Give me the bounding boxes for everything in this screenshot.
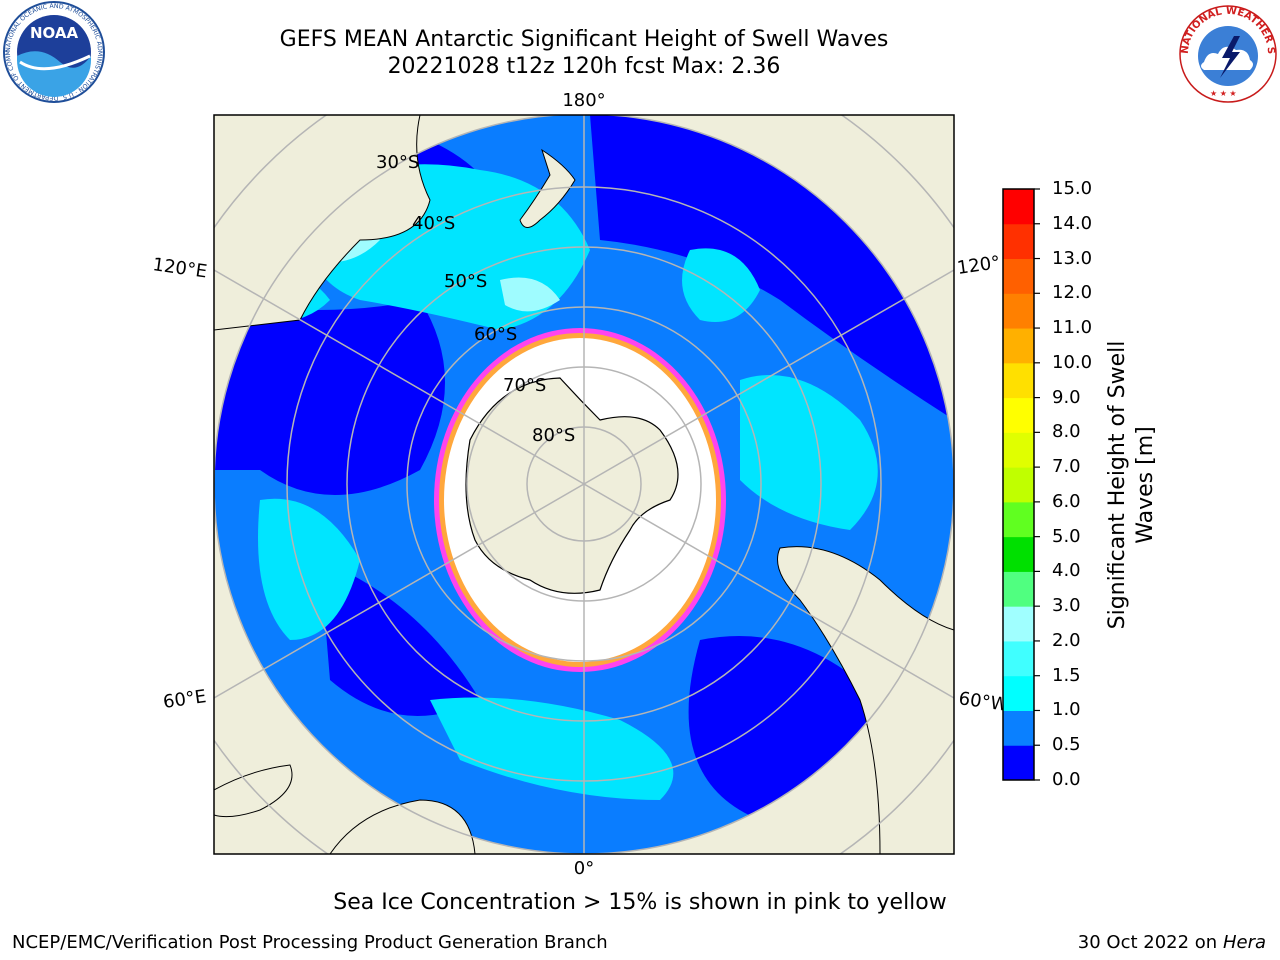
nws-logo: NATIONAL WEATHER SERVICE ★ ★ ★ <box>1176 0 1277 103</box>
colorbar-segment <box>1003 571 1034 607</box>
colorbar-tick-label: 8.0 <box>1052 421 1081 443</box>
sea-ice-note: Sea Ice Concentration > 15% is shown in … <box>333 890 947 915</box>
colorbar-tick-label: 15.0 <box>1052 178 1093 199</box>
colorbar-segment <box>1003 223 1034 260</box>
colorbar-segment <box>1003 640 1034 677</box>
colorbar-segment <box>1003 189 1034 225</box>
colorbar-tick-label: 0.5 <box>1052 734 1081 756</box>
colorbar-segment <box>1003 397 1034 433</box>
lat-label-80s: 80°S <box>532 425 575 446</box>
colorbar-tick-label: 14.0 <box>1052 212 1093 234</box>
colorbar-tick-label: 13.0 <box>1052 247 1093 269</box>
colorbar <box>1003 188 1040 781</box>
colorbar-tick-label: 1.5 <box>1052 664 1081 686</box>
colorbar-tick-label: 2.0 <box>1052 629 1081 651</box>
madagascar-land <box>214 764 293 818</box>
lon-label-0: 0° <box>574 858 594 879</box>
lon-label-120e: 120°E <box>151 254 208 282</box>
lat-label-70s: 70°S <box>503 375 546 396</box>
colorbar-tick-label: 12.0 <box>1052 282 1093 304</box>
nws-star-icon: ★ ★ ★ <box>1210 89 1237 98</box>
footer-machine: Hera <box>1222 932 1266 953</box>
colorbar-segment <box>1003 536 1034 572</box>
noaa-logo-text: NOAA <box>30 24 79 42</box>
colorbar-tick-label: 9.0 <box>1052 386 1081 408</box>
map-frame <box>213 114 955 855</box>
noaa-logo: NATIONAL OCEANIC AND ATMOSPHERIC ADMINIS… <box>0 0 105 103</box>
colorbar-tick-label: 11.0 <box>1052 317 1093 339</box>
lat-label-50s: 50°S <box>444 271 487 292</box>
footer-date: 30 Oct 2022 on <box>1077 932 1223 953</box>
colorbar-segment <box>1003 432 1034 468</box>
colorbar-tick-label: 0.0 <box>1052 769 1081 790</box>
colorbar-tick-label: 5.0 <box>1052 525 1081 547</box>
colorbar-tick-label: 7.0 <box>1052 456 1081 478</box>
colorbar-label-line1: Significant Height of Swell <box>1105 341 1130 630</box>
lon-label-120w: 120° <box>956 252 1002 279</box>
colorbar-tick-label: 1.0 <box>1052 699 1081 721</box>
antarctica-land <box>465 377 679 594</box>
lat-label-40s: 40°S <box>412 213 455 234</box>
colorbar-label-line2: Waves [m] <box>1133 426 1158 543</box>
colorbar-tick-label: 3.0 <box>1052 595 1081 617</box>
lon-label-180: 180° <box>562 90 605 111</box>
colorbar-segment <box>1003 501 1034 538</box>
colorbar-segment <box>1003 606 1034 642</box>
meridian-lines <box>214 115 954 854</box>
lon-label-60w: 60°W <box>957 688 1009 716</box>
colorbar-frame <box>1002 188 1035 781</box>
chart-title: GEFS MEAN Antarctic Significant Height o… <box>279 27 889 52</box>
colorbar-segment <box>1003 258 1034 294</box>
south-america-land <box>777 546 954 854</box>
lon-label-60e: 60°E <box>162 686 208 713</box>
footer-left: NCEP/EMC/Verification Post Processing Pr… <box>12 932 608 953</box>
colorbar-segment <box>1003 745 1034 781</box>
colorbar-segment <box>1003 362 1034 399</box>
colorbar-segment <box>1003 675 1034 711</box>
footer-right: 30 Oct 2022 on Hera <box>1078 932 1266 953</box>
chart-subtitle: 20221028 t12z 120h fcst Max: 2.36 <box>387 54 781 79</box>
colorbar-segment <box>1003 293 1034 329</box>
colorbar-tick-label: 10.0 <box>1052 351 1093 373</box>
africa-land <box>329 799 476 854</box>
colorbar-tick-label: 4.0 <box>1052 560 1081 582</box>
colorbar-segment <box>1003 328 1034 364</box>
colorbar-tick-label: 6.0 <box>1052 490 1081 512</box>
colorbar-segment <box>1003 467 1034 503</box>
colorbar-segment <box>1003 710 1034 746</box>
lat-label-60s: 60°S <box>474 324 517 345</box>
lat-label-30s: 30°S <box>376 152 419 173</box>
